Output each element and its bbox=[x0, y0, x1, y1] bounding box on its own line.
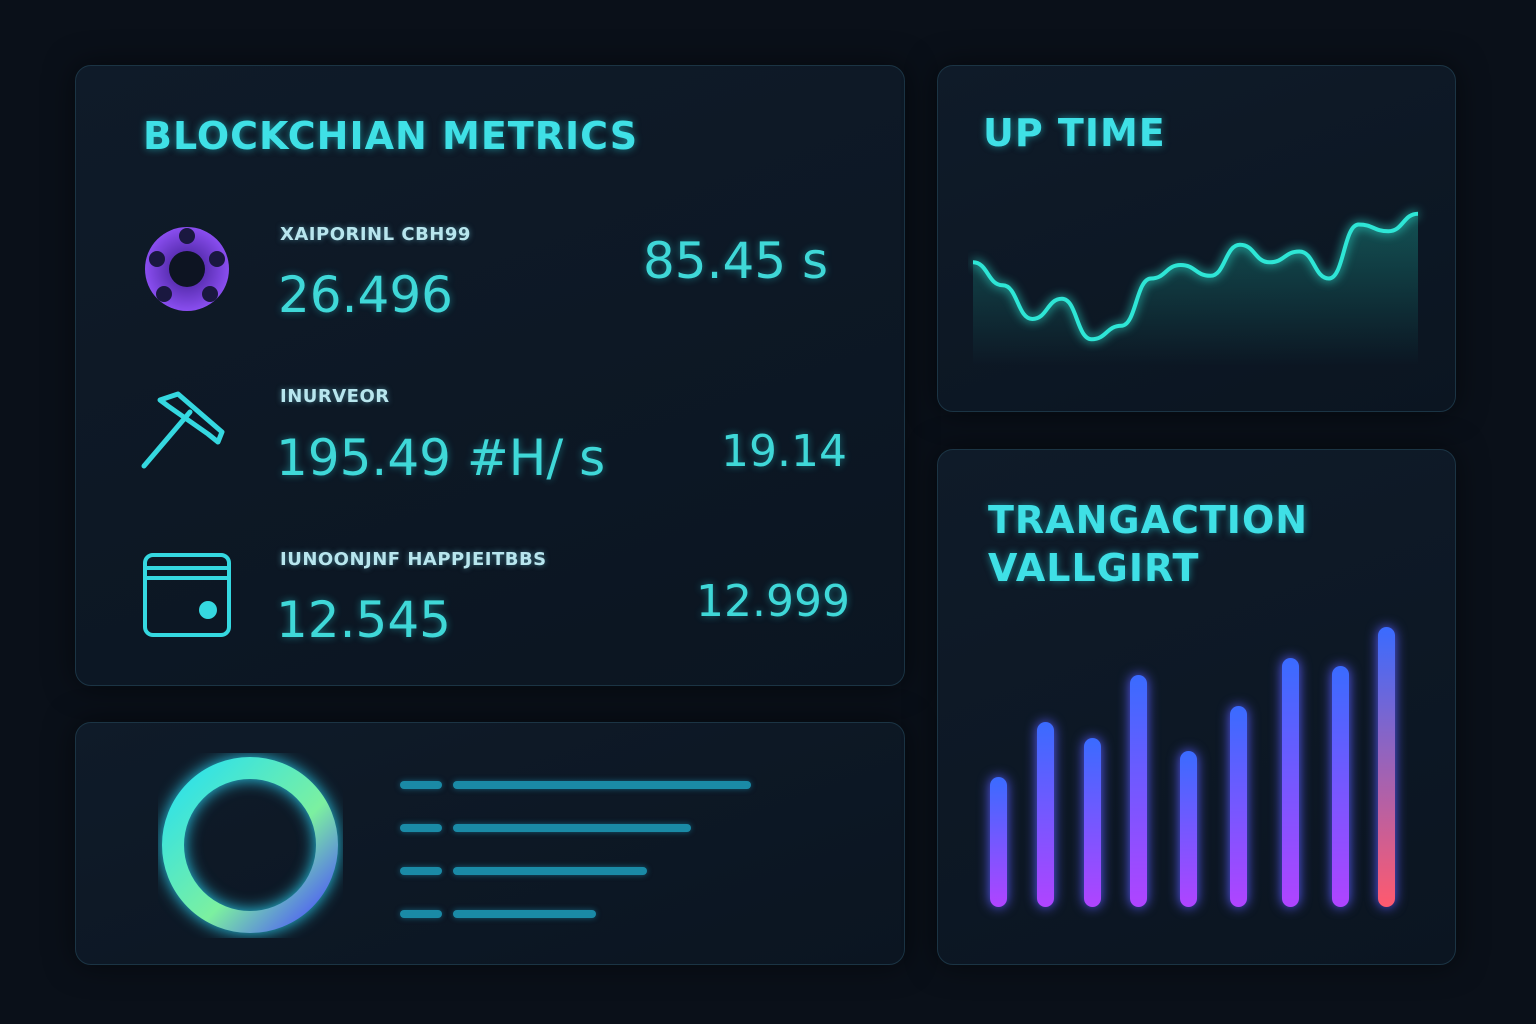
summary-line-bar bbox=[453, 824, 691, 832]
transaction-bar bbox=[1084, 738, 1101, 907]
transaction-panel: TRANGACTION VALLGIRT bbox=[937, 449, 1456, 965]
transaction-bar-chart bbox=[990, 627, 1395, 907]
coin-icon bbox=[145, 227, 229, 311]
summary-line-marker bbox=[400, 867, 442, 875]
transaction-bar bbox=[1332, 666, 1349, 907]
summary-line-marker bbox=[400, 781, 442, 789]
summary-line-bar bbox=[453, 867, 647, 875]
metric-value: 12.545 bbox=[276, 591, 451, 649]
uptime-panel: UP TIME bbox=[937, 65, 1456, 412]
metric-value: 195.49 #H/ s bbox=[276, 429, 606, 487]
metric-side-value: 12.999 bbox=[696, 576, 850, 627]
transaction-bar bbox=[990, 777, 1007, 907]
summary-line-marker bbox=[400, 910, 442, 918]
progress-ring bbox=[162, 757, 338, 933]
summary-line-bar bbox=[453, 781, 751, 789]
transaction-bar bbox=[1230, 706, 1247, 907]
panel-title-line1: TRANGACTION bbox=[988, 498, 1309, 542]
transaction-bar bbox=[1378, 627, 1395, 907]
summary-line-bar bbox=[453, 910, 596, 918]
summary-line-marker bbox=[400, 824, 442, 832]
transaction-bar bbox=[1037, 722, 1054, 907]
uptime-line bbox=[972, 211, 1419, 342]
pickaxe-icon bbox=[141, 391, 225, 469]
metric-label: INURVEOR bbox=[280, 386, 390, 407]
panel-title: UP TIME bbox=[983, 111, 1166, 155]
uptime-area bbox=[973, 213, 1418, 366]
metric-label: IUNOONJNF HAPPJEITBBS bbox=[280, 549, 547, 570]
wallet-icon bbox=[143, 553, 231, 637]
metric-value: 26.496 bbox=[278, 266, 453, 324]
blockchain-metrics-panel: BLOCKCHIAN METRICS XAIPORINL CBH99 26.49… bbox=[75, 65, 905, 686]
transaction-bar bbox=[1130, 675, 1147, 907]
panel-title: BLOCKCHIAN METRICS bbox=[143, 114, 639, 158]
metric-side-value: 19.14 bbox=[721, 426, 847, 477]
summary-panel bbox=[75, 722, 905, 965]
panel-title-line2: VALLGIRT bbox=[988, 546, 1200, 590]
transaction-bar bbox=[1282, 658, 1299, 907]
uptime-chart bbox=[972, 211, 1419, 366]
metric-label: XAIPORINL CBH99 bbox=[280, 224, 471, 245]
transaction-bar bbox=[1180, 751, 1197, 907]
metric-side-value: 85.45 s bbox=[643, 232, 829, 290]
